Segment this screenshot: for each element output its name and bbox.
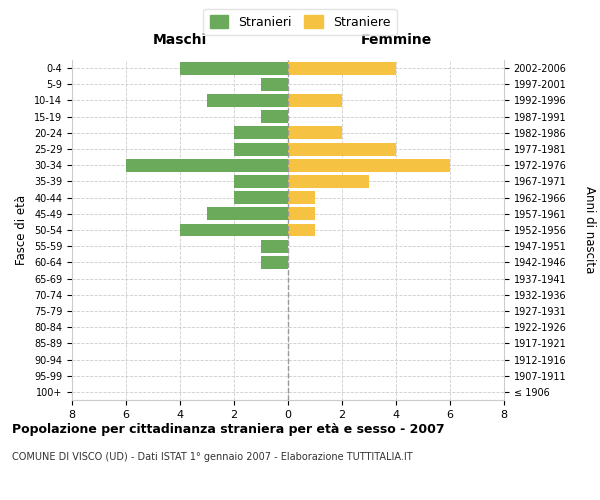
Bar xyxy=(234,191,288,204)
Bar xyxy=(261,78,288,91)
Bar xyxy=(288,142,396,156)
Bar xyxy=(261,110,288,123)
Bar xyxy=(288,208,315,220)
Y-axis label: Fasce di età: Fasce di età xyxy=(16,195,28,265)
Bar xyxy=(288,191,315,204)
Bar xyxy=(180,62,288,74)
Text: COMUNE DI VISCO (UD) - Dati ISTAT 1° gennaio 2007 - Elaborazione TUTTITALIA.IT: COMUNE DI VISCO (UD) - Dati ISTAT 1° gen… xyxy=(12,452,413,462)
Bar xyxy=(288,175,369,188)
Text: Femmine: Femmine xyxy=(361,33,431,47)
Bar xyxy=(234,175,288,188)
Bar xyxy=(234,142,288,156)
Bar xyxy=(207,208,288,220)
Legend: Stranieri, Straniere: Stranieri, Straniere xyxy=(203,8,397,35)
Text: Maschi: Maschi xyxy=(153,33,207,47)
Bar xyxy=(261,240,288,252)
Bar xyxy=(207,94,288,107)
Y-axis label: Anni di nascita: Anni di nascita xyxy=(583,186,596,274)
Bar xyxy=(180,224,288,236)
Bar xyxy=(288,94,342,107)
Bar xyxy=(234,126,288,140)
Bar xyxy=(126,159,288,172)
Text: Popolazione per cittadinanza straniera per età e sesso - 2007: Popolazione per cittadinanza straniera p… xyxy=(12,422,445,436)
Bar xyxy=(288,159,450,172)
Bar xyxy=(261,256,288,269)
Bar xyxy=(288,224,315,236)
Bar xyxy=(288,126,342,140)
Bar xyxy=(288,62,396,74)
